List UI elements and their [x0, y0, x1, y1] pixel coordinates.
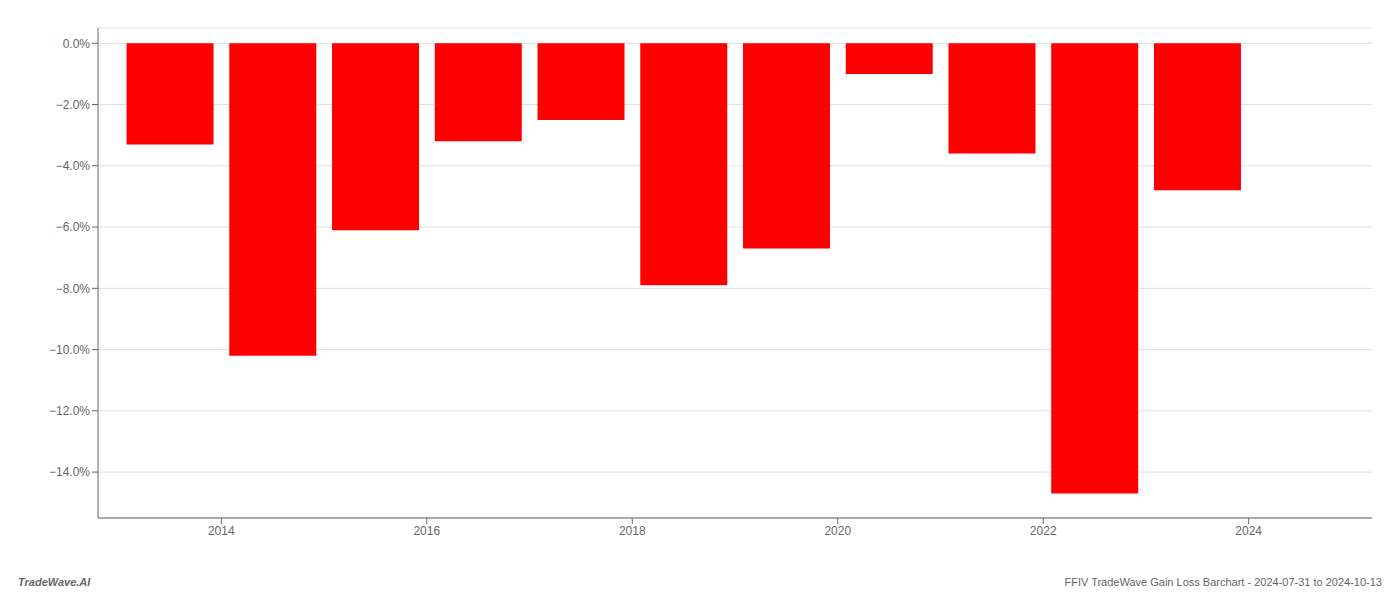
svg-text:0.0%: 0.0% [63, 37, 91, 51]
svg-text:−6.0%: −6.0% [56, 220, 91, 234]
svg-text:2022: 2022 [1030, 524, 1057, 538]
svg-text:2016: 2016 [413, 524, 440, 538]
html-text:FFIV TradeWave Gain Loss Barch: FFIV TradeWave Gain Loss Barchart - 2024… [1064, 576, 1382, 588]
svg-text:−12.0%: −12.0% [49, 404, 90, 418]
svg-text:2018: 2018 [619, 524, 646, 538]
html-text:TradeWave.AI: TradeWave.AI [18, 576, 91, 588]
svg-text:−14.0%: −14.0% [49, 465, 90, 479]
svg-text:2014: 2014 [208, 524, 235, 538]
svg-text:2024: 2024 [1235, 524, 1262, 538]
svg-text:−2.0%: −2.0% [56, 98, 91, 112]
svg-text:2020: 2020 [824, 524, 851, 538]
svg-text:−4.0%: −4.0% [56, 159, 91, 173]
svg-text:−10.0%: −10.0% [49, 343, 90, 357]
svg-text:−8.0%: −8.0% [56, 282, 91, 296]
